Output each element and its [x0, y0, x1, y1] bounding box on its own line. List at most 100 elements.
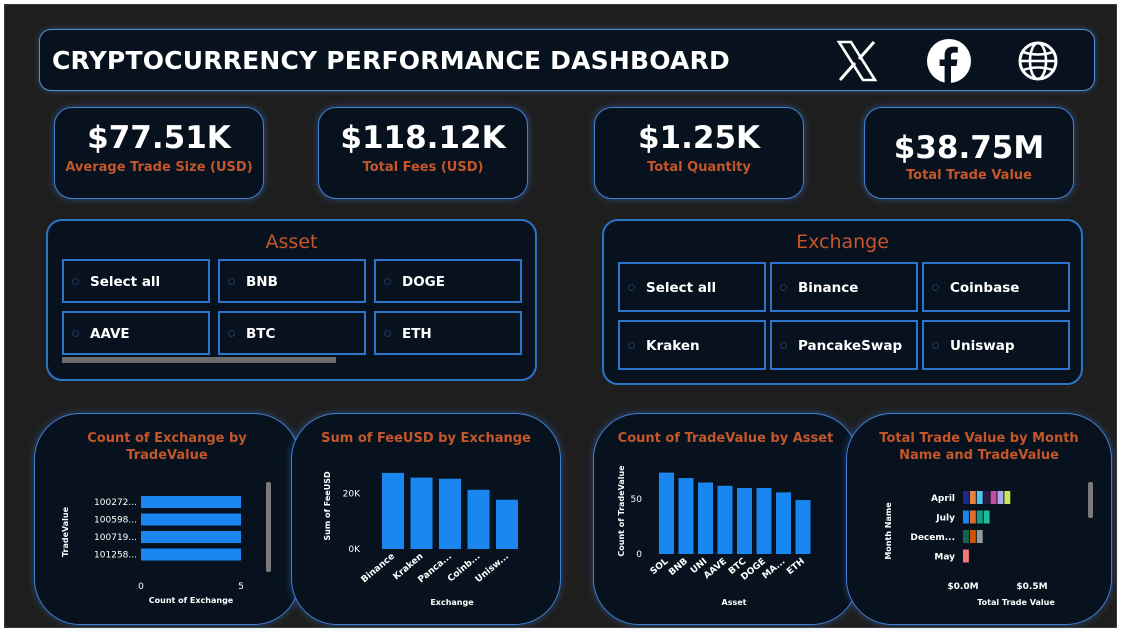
radio-icon — [628, 342, 635, 349]
chart-plot: BinanceKrakenPanca...Coinb...Unisw...0K2… — [323, 471, 518, 607]
radio-icon — [228, 278, 235, 285]
bar-segment — [983, 510, 990, 524]
kpi-label: Total Trade Value — [906, 168, 1032, 183]
x-axis-title: Count of Exchange — [149, 596, 234, 605]
y-tick-label: April — [931, 494, 955, 504]
x-icon[interactable] — [834, 38, 880, 84]
asset-option-select-all[interactable]: Select all — [62, 259, 210, 303]
radio-icon — [72, 278, 79, 285]
x-tick-label: BNB — [667, 557, 690, 578]
x-tick-label: SOL — [649, 556, 671, 577]
x-tick-label: $0.5M — [1016, 582, 1047, 592]
y-tick-label: 100272... — [94, 498, 137, 508]
asset-option-label: Select all — [90, 274, 161, 290]
kpi-total-quantity: $1.25K Total Quantity — [594, 107, 804, 199]
bar-segment — [990, 491, 997, 504]
chart-title: Total Trade Value by Month Name and Trad… — [879, 431, 1079, 463]
kpi-label: Average Trade Size (USD) — [65, 160, 253, 175]
bar — [756, 488, 772, 554]
y-tick-label: 0K — [348, 545, 361, 555]
y-tick-label: 100719... — [94, 533, 137, 543]
exchange-option-label: Uniswap — [950, 338, 1015, 354]
dashboard-title: CRYPTOCURRENCY PERFORMANCE DASHBOARD — [52, 46, 730, 75]
exchange-option-coinbase[interactable]: Coinbase — [922, 262, 1070, 312]
asset-option-doge[interactable]: DOGE — [374, 259, 522, 303]
asset-option-bnb[interactable]: BNB — [218, 259, 366, 303]
bar-segment — [963, 510, 969, 524]
asset-option-eth[interactable]: ETH — [374, 311, 522, 355]
asset-slicer: Asset Select all BNB DOGE AAVE BTC ETH — [46, 219, 537, 381]
y-tick-label: 101258... — [94, 551, 137, 561]
radio-icon — [932, 284, 939, 291]
radio-icon — [384, 330, 391, 337]
bar — [467, 489, 490, 549]
chart-title: Count of TradeValue by Asset — [617, 431, 834, 446]
bar — [382, 472, 404, 549]
y-axis-title: Month Name — [884, 502, 893, 560]
y-axis-title: Count of TradeValue — [617, 465, 626, 557]
asset-slicer-scrollbar[interactable] — [62, 357, 336, 363]
chart-fee-by-exchange: Sum of FeeUSD by Exchange Binance Kraken P… — [291, 413, 561, 625]
facebook-icon[interactable] — [926, 38, 972, 84]
asset-option-btc[interactable]: BTC — [218, 311, 366, 355]
bar — [717, 485, 733, 554]
x-axis-title: Total Trade Value — [977, 598, 1055, 607]
asset-option-label: DOGE — [402, 274, 445, 290]
exchange-option-uniswap[interactable]: Uniswap — [922, 320, 1070, 370]
bar-segment — [963, 491, 969, 504]
chart-title: Sum of FeeUSD by Exchange — [321, 431, 531, 446]
exchange-option-label: PancakeSwap — [798, 338, 903, 354]
dashboard-canvas: CRYPTOCURRENCY PERFORMANCE DASHBOARD $77… — [4, 4, 1117, 628]
globe-icon[interactable] — [1015, 38, 1061, 84]
bar-segment — [969, 491, 976, 504]
kpi-value: $1.25K — [637, 120, 761, 156]
bar — [496, 499, 518, 549]
kpi-total-fees: $118.12K Total Fees (USD) — [318, 107, 528, 199]
vertical-scrollbar — [1088, 482, 1093, 518]
kpi-average-trade-size: $77.51K Average Trade Size (USD) — [54, 107, 264, 199]
x-tick-label: 0 — [138, 582, 144, 592]
exchange-option-label: Coinbase — [950, 280, 1020, 296]
exchange-option-label: Kraken — [646, 338, 700, 354]
bar — [678, 478, 694, 554]
exchange-option-kraken[interactable]: Kraken — [618, 320, 766, 370]
x-tick-label: Binance — [360, 552, 397, 586]
bar — [410, 477, 433, 549]
kpi-label: Total Quantity — [647, 160, 751, 175]
kpi-value: $38.75M — [893, 130, 1045, 166]
bar — [776, 492, 791, 554]
asset-option-label: ETH — [402, 326, 432, 342]
bar-segment — [963, 530, 969, 543]
x-tick-label: MA... — [761, 557, 788, 582]
radio-icon — [384, 278, 391, 285]
exchange-option-pancakeswap[interactable]: PancakeSwap — [770, 320, 918, 370]
exchange-option-label: Select all — [646, 280, 717, 296]
bar-segment — [976, 530, 983, 543]
radio-icon — [780, 342, 787, 349]
kpi-label: Total Fees (USD) — [362, 160, 484, 175]
x-tick-label: AAVE — [702, 557, 729, 582]
exchange-option-binance[interactable]: Binance — [770, 262, 918, 312]
x-tick-label: ETH — [785, 557, 807, 577]
asset-option-aave[interactable]: AAVE — [62, 311, 210, 355]
exchange-slicer: Exchange Select all Binance Coinbase Kra… — [602, 219, 1083, 385]
y-tick-label: 20K — [343, 490, 361, 500]
chart-tradevalue-by-asset: Count of TradeValue by Asset SOL BNB UNI AA… — [593, 413, 858, 625]
bar — [698, 482, 713, 554]
y-axis-title: Sum of FeeUSD — [323, 471, 332, 541]
exchange-option-select-all[interactable]: Select all — [618, 262, 766, 312]
bar — [141, 531, 241, 543]
x-axis-title: Asset — [722, 598, 747, 607]
bar — [737, 488, 752, 554]
bar — [141, 548, 241, 561]
bar-segment — [969, 510, 976, 524]
x-tick-label: $0.0M — [947, 582, 978, 592]
bar-segment — [997, 491, 1004, 504]
asset-option-label: AAVE — [90, 326, 130, 342]
bar-segment — [1004, 491, 1011, 504]
exchange-option-label: Binance — [798, 280, 859, 296]
bar-segment — [963, 549, 969, 563]
y-tick-label: July — [935, 514, 955, 524]
kpi-value: $77.51K — [87, 120, 231, 156]
